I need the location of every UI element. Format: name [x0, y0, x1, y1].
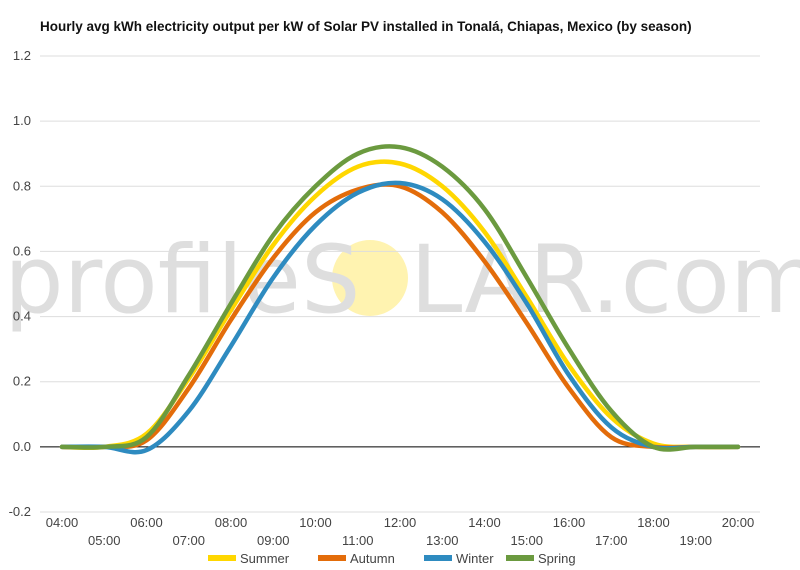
watermark: profileS LAR.com — [4, 226, 800, 335]
x-tick-label: 09:00 — [257, 533, 290, 548]
series-line-winter — [59, 180, 741, 455]
x-tick-label: 07:00 — [172, 533, 205, 548]
x-tick-label: 05:00 — [88, 533, 121, 548]
x-axis: 04:00 05:00 06:00 07:00 08:00 09:00 10:00 11:00… — [46, 515, 755, 548]
x-tick-label: 20:00 — [722, 515, 755, 530]
y-tick-label: 0.4 — [13, 309, 31, 324]
x-tick-label: 18:00 — [637, 515, 670, 530]
x-tick-label: 13:00 — [426, 533, 459, 548]
x-tick-label: 19:00 — [679, 533, 712, 548]
y-tick-label: 0.8 — [13, 178, 31, 193]
legend-label-spring: Spring — [538, 551, 576, 566]
y-tick-label: 1.0 — [13, 113, 31, 128]
chart-title: Hourly avg kWh electricity output per kW… — [40, 19, 692, 34]
y-axis: 1.2 1.0 0.8 0.6 0.4 0.2 0.0 -0.2 — [9, 48, 31, 519]
y-tick-label: 0.6 — [13, 243, 31, 258]
legend-swatch-summer — [208, 555, 236, 561]
y-tick-label: -0.2 — [9, 504, 31, 519]
watermark-sun-icon — [332, 240, 408, 316]
series-line-spring — [59, 144, 741, 452]
legend-swatch-winter — [424, 555, 452, 561]
x-tick-label: 15:00 — [510, 533, 543, 548]
x-tick-label: 16:00 — [553, 515, 586, 530]
legend-label-summer: Summer — [240, 551, 290, 566]
legend-label-winter: Winter — [456, 551, 494, 566]
x-tick-label: 08:00 — [215, 515, 248, 530]
legend-label-autumn: Autumn — [350, 551, 395, 566]
legend: Summer Autumn Winter Spring — [208, 551, 576, 566]
x-tick-label: 04:00 — [46, 515, 79, 530]
y-tick-label: 1.2 — [13, 48, 31, 63]
x-tick-label: 17:00 — [595, 533, 628, 548]
x-tick-label: 06:00 — [130, 515, 163, 530]
legend-swatch-autumn — [318, 555, 346, 561]
x-tick-label: 10:00 — [299, 515, 332, 530]
series-line-autumn — [59, 182, 741, 450]
legend-swatch-spring — [506, 555, 534, 561]
series-lines — [59, 144, 741, 455]
y-tick-label: 0.0 — [13, 439, 31, 454]
y-tick-label: 0.2 — [13, 374, 31, 389]
x-tick-label: 11:00 — [342, 533, 374, 548]
watermark-text-left: profileS — [4, 226, 361, 335]
x-tick-label: 12:00 — [384, 515, 417, 530]
x-tick-label: 14:00 — [468, 515, 501, 530]
